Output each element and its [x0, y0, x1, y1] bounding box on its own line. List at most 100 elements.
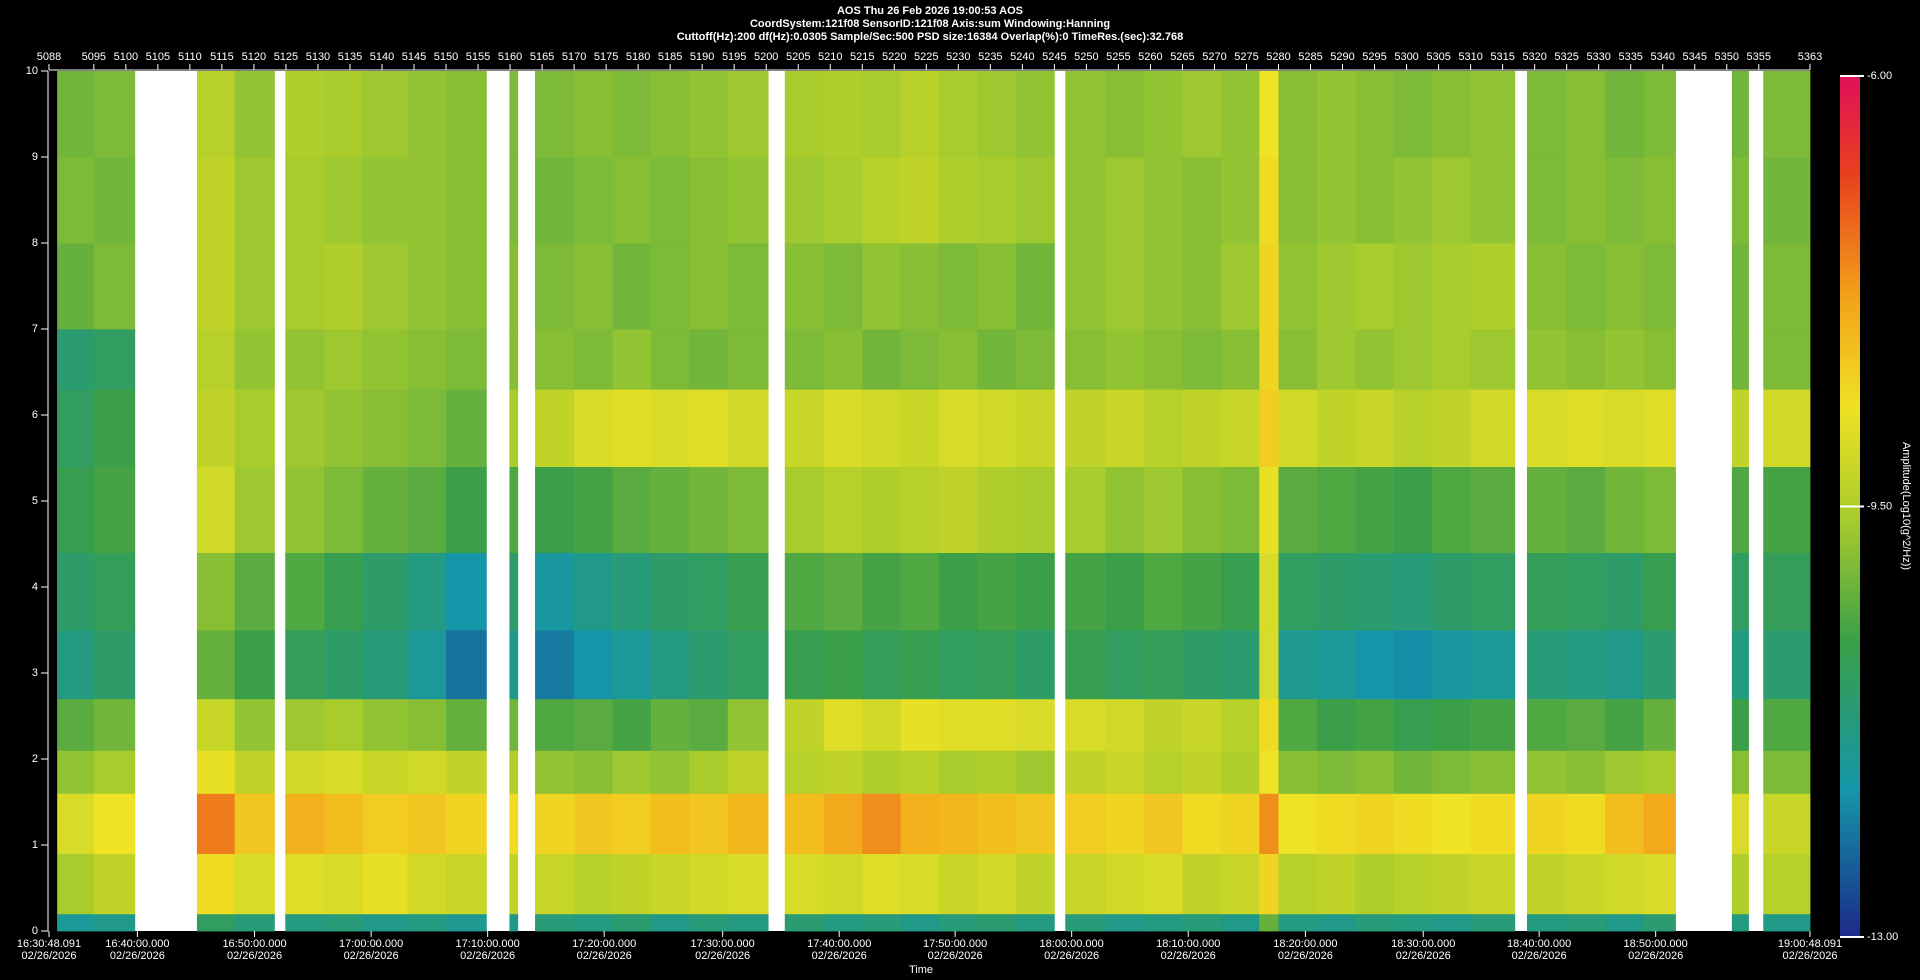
x-tick-date: 02/26/2026: [460, 950, 515, 962]
heatmap-cell: [1470, 71, 1516, 158]
heatmap-cell: [1105, 750, 1145, 794]
heatmap-cell: [362, 329, 409, 390]
heatmap-cell: [1355, 243, 1395, 330]
heatmap-cell: [509, 853, 519, 915]
heatmap-cell: [1566, 750, 1606, 794]
heatmap-cell: [93, 243, 136, 330]
heatmap-cell: [1182, 698, 1222, 751]
heatmap-cell: [324, 913, 364, 932]
heatmap-cell: [574, 793, 613, 854]
heatmap-cell: [939, 329, 978, 390]
heatmap-cell: [1605, 243, 1644, 330]
heatmap-cell: [862, 157, 902, 244]
x-tick-label: 18:30:00.000: [1391, 938, 1455, 950]
heatmap-cell: [535, 698, 575, 751]
heatmap-cell: [1526, 552, 1568, 631]
heatmap-cell: [1065, 913, 1106, 932]
heatmap-cell: [862, 698, 902, 751]
heatmap-cell: [1316, 552, 1356, 631]
heatmap-cell: [977, 698, 1017, 751]
heatmap-cell: [362, 913, 409, 932]
heatmap-cell: [1144, 552, 1183, 631]
heatmap-cell: [977, 71, 1017, 158]
heatmap-cell: [574, 329, 613, 390]
heatmap-cell: [1432, 243, 1472, 330]
heatmap-cell: [1316, 793, 1356, 854]
heatmap-cell: [574, 243, 613, 330]
heatmap-cell: [1144, 466, 1183, 553]
heatmap-cell: [1355, 389, 1395, 467]
heatmap-cell: [1731, 243, 1749, 330]
heatmap-cell: [1643, 552, 1676, 631]
heatmap-cell: [1432, 329, 1472, 390]
heatmap-cell: [1763, 630, 1811, 700]
heatmap-cell: [196, 243, 236, 330]
heatmap-cell: [574, 698, 613, 751]
heatmap-cell: [900, 552, 940, 631]
heatmap-cell: [1731, 630, 1749, 700]
heatmap-cell: [574, 466, 613, 553]
x-tick-date: 02/26/2026: [1278, 950, 1333, 962]
heatmap-cell: [407, 793, 447, 854]
heatmap-cell: [823, 389, 863, 467]
heatmap-cell: [1393, 750, 1433, 794]
heatmap-cell: [1316, 157, 1356, 244]
heatmap-cell: [823, 698, 863, 751]
heatmap-cell: [823, 853, 863, 915]
heatmap-cell: [285, 913, 325, 932]
heatmap-cell: [650, 698, 690, 751]
heatmap-cell: [324, 157, 364, 244]
heatmap-cell: [939, 389, 978, 467]
heatmap-cell: [1566, 389, 1606, 467]
heatmap-cell: [535, 853, 575, 915]
heatmap-cell: [57, 750, 95, 794]
x-tick-date: 02/26/2026: [21, 950, 76, 962]
heatmap-cell: [784, 913, 825, 932]
heatmap-cell: [650, 243, 690, 330]
heatmap-cell: [650, 630, 690, 700]
heatmap-cell: [1470, 913, 1516, 932]
x-tick-date: 02/26/2026: [344, 950, 399, 962]
heatmap-cell: [1763, 157, 1811, 244]
heatmap-cell: [196, 329, 236, 390]
heatmap-cell: [1763, 750, 1811, 794]
heatmap-cell: [1144, 389, 1183, 467]
heatmap-cell: [1432, 698, 1472, 751]
x-tick-label: 16:50:00.000: [222, 938, 286, 950]
y-tick-label: 6: [32, 409, 38, 421]
x-tick-date: 02/26/2026: [1782, 950, 1837, 962]
heatmap-cell: [1526, 243, 1568, 330]
heatmap-cell: [1393, 630, 1433, 700]
heatmap-cell: [535, 793, 575, 854]
heatmap-cell: [1316, 243, 1356, 330]
heatmap-cell: [1763, 329, 1811, 390]
heatmap-cell: [1065, 329, 1106, 390]
heatmap-cell: [823, 329, 863, 390]
chart-subtitle: Cuttoff(Hz):200 df(Hz):0.0305 Sample/Sec…: [677, 31, 1184, 43]
heatmap-cell: [1763, 466, 1811, 553]
top-tick-label: 5110: [178, 51, 202, 63]
heatmap-cell: [446, 793, 487, 854]
top-tick-label: 5100: [114, 51, 138, 63]
top-tick-label: 5363: [1798, 51, 1822, 63]
heatmap-cell: [650, 793, 690, 854]
heatmap-cell: [1643, 853, 1676, 915]
heatmap-cell: [1643, 243, 1676, 330]
heatmap-cell: [446, 913, 487, 932]
top-tick-label: 5200: [754, 51, 778, 63]
y-tick-label: 2: [32, 753, 38, 765]
heatmap-cell: [612, 793, 652, 854]
heatmap-cell: [784, 466, 825, 553]
heatmap-cell: [1566, 913, 1606, 932]
heatmap-cell: [939, 853, 978, 915]
heatmap-cell: [1182, 243, 1222, 330]
heatmap-cell: [977, 853, 1017, 915]
heatmap-cell: [509, 71, 519, 158]
top-tick-label: 5235: [978, 51, 1002, 63]
heatmap-cell: [324, 630, 364, 700]
heatmap-cell: [1526, 793, 1568, 854]
top-tick-label: 5210: [818, 51, 842, 63]
heatmap-cell: [1731, 698, 1749, 751]
heatmap-cell: [784, 329, 825, 390]
heatmap-cell: [1105, 552, 1145, 631]
